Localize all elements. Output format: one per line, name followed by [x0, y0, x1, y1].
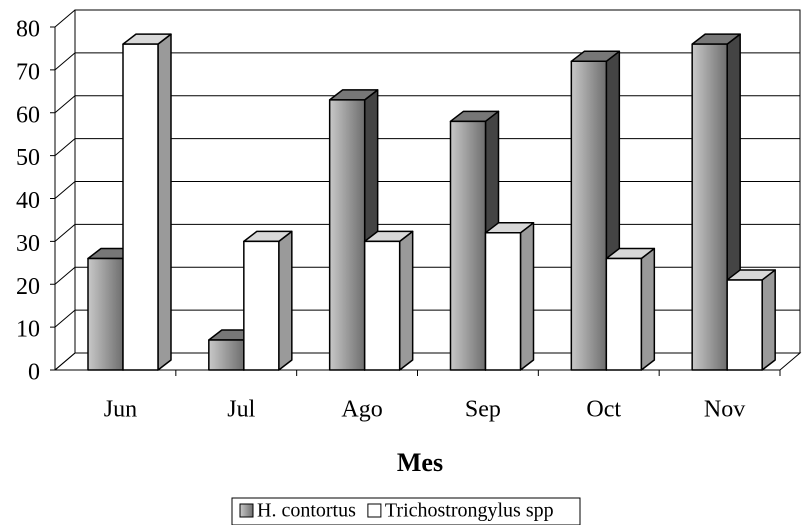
bar-front	[691, 43, 728, 371]
x-tick-label: Nov	[704, 397, 745, 423]
bar-side	[278, 230, 293, 371]
grid-line	[54, 266, 800, 285]
y-tick-label: 80	[16, 17, 40, 43]
bar-front	[122, 43, 159, 371]
bar	[605, 247, 656, 371]
legend-label: H. contortus	[257, 500, 356, 522]
grid-line	[54, 95, 800, 114]
y-tick-label: 30	[16, 231, 40, 257]
grid-line	[54, 309, 800, 328]
bar-front	[570, 60, 608, 371]
x-tick-label: Sep	[465, 397, 501, 423]
bar	[484, 222, 535, 371]
bar	[363, 230, 414, 371]
legend-swatch	[367, 503, 382, 518]
bar-front	[243, 240, 280, 371]
x-tick-label: Oct	[586, 397, 621, 423]
grid-line	[54, 181, 800, 199]
bar	[243, 230, 293, 371]
bar-side	[761, 269, 776, 371]
y-tick-label: 0	[28, 360, 40, 386]
legend: H. contortus Trichostrongylus spp	[231, 497, 581, 525]
y-tick-label: 50	[16, 145, 40, 171]
x-axis-title: Mes	[397, 448, 443, 477]
bar-front	[726, 279, 763, 371]
bar-front	[484, 232, 522, 371]
bar-side	[157, 33, 172, 371]
bar-side	[640, 247, 656, 371]
legend-box	[231, 497, 581, 525]
grid-line	[54, 223, 800, 242]
bar-side	[398, 230, 414, 371]
y-tick-label: 40	[16, 188, 40, 214]
x-tick-label: Jun	[104, 397, 137, 423]
bar	[328, 89, 379, 371]
y-tick-label: 70	[16, 59, 40, 85]
grid-line	[54, 52, 800, 71]
y-tick-label: 20	[16, 274, 40, 300]
bar-front	[87, 257, 124, 371]
bar-side	[519, 222, 535, 371]
grid-line	[54, 138, 800, 157]
y-tick-label: 10	[16, 317, 40, 343]
bar-front	[208, 339, 245, 371]
bar	[726, 269, 776, 371]
bar-front	[449, 120, 487, 371]
bar-front	[363, 240, 401, 371]
grid-line	[54, 9, 800, 28]
legend-swatch	[239, 503, 254, 518]
x-tick-label: Jul	[227, 397, 255, 423]
bar-front	[328, 99, 366, 371]
bar-front	[605, 257, 643, 371]
bar	[122, 33, 172, 371]
x-tick-label: Ago	[341, 397, 382, 423]
legend-label: Trichostrongylus spp	[385, 500, 554, 522]
grid-line	[54, 352, 800, 371]
y-tick-label: 60	[16, 102, 40, 128]
